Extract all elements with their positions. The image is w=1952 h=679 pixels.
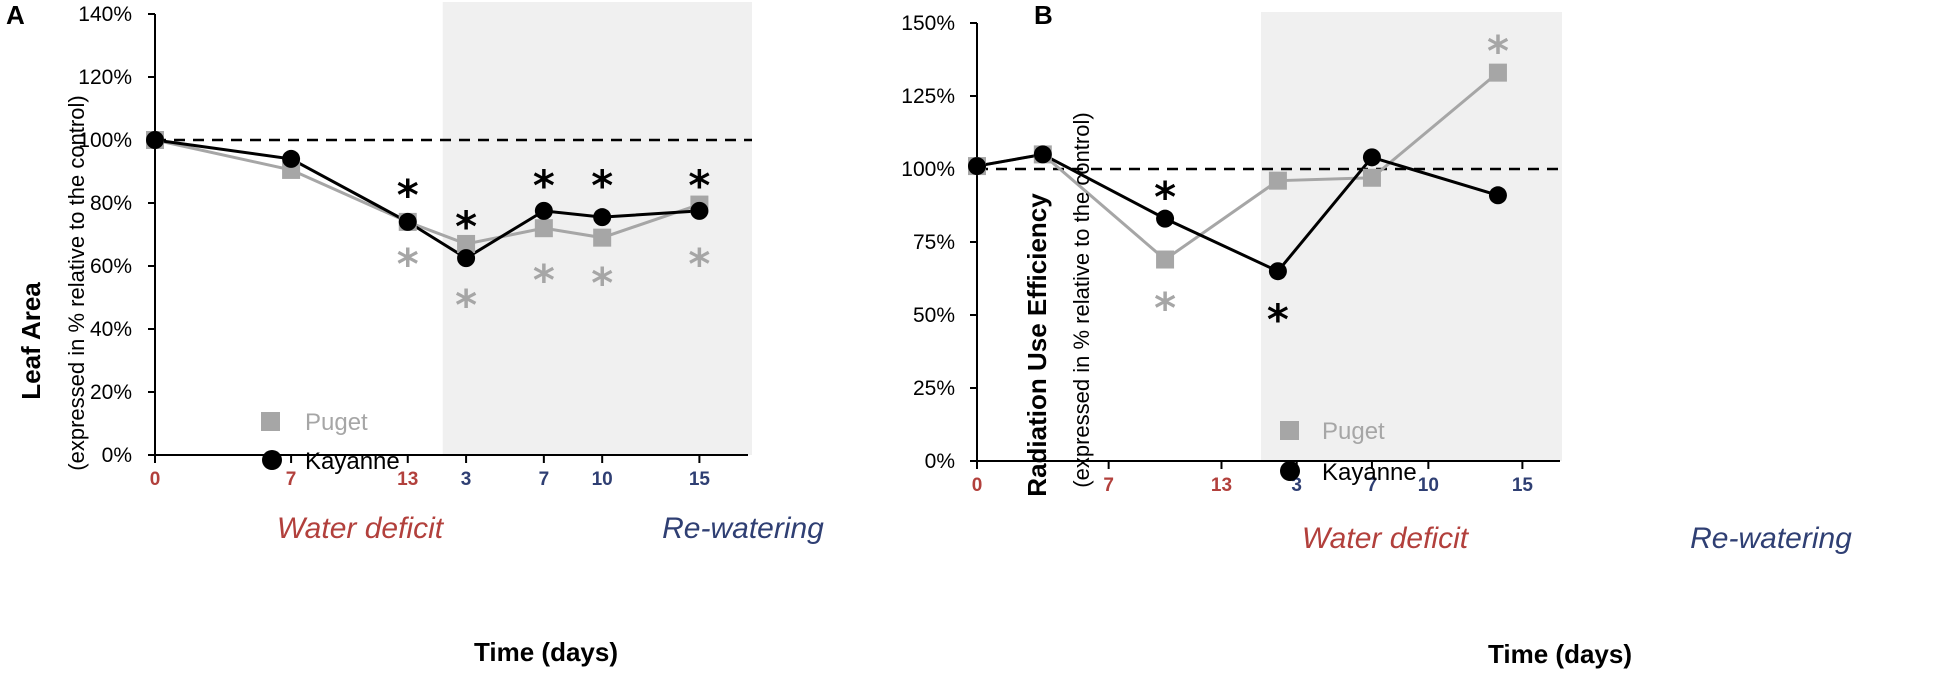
data-point-puget <box>593 228 612 247</box>
data-point-kayanne <box>593 208 612 227</box>
data-point-kayanne <box>1033 145 1052 164</box>
significance-star-puget: * <box>533 255 555 304</box>
significance-star-kayanne: * <box>533 161 555 210</box>
panel-b-y-axis-title: Radiation Use Efficiency <box>1022 193 1052 497</box>
x-tick-label: 10 <box>592 469 613 490</box>
legend-puget-marker <box>1280 421 1299 440</box>
data-point-kayanne <box>457 249 476 268</box>
x-tick-label: 0 <box>150 469 161 490</box>
significance-star-kayanne: * <box>1154 172 1176 221</box>
significance-star-kayanne: * <box>688 161 710 210</box>
y-tick-label: 140% <box>78 3 132 26</box>
legend-puget-marker <box>261 412 280 431</box>
y-tick-label: 40% <box>90 318 132 341</box>
rewatering-shaded-region <box>442 2 752 455</box>
data-point-kayanne <box>146 131 164 149</box>
data-point-kayanne <box>1362 148 1381 167</box>
significance-star-kayanne: * <box>591 161 613 210</box>
panel-a-water-deficit-label: Water deficit <box>277 512 445 545</box>
x-tick-label: 7 <box>539 469 550 490</box>
significance-star-puget: * <box>1487 26 1509 75</box>
data-point-kayanne <box>1156 209 1175 228</box>
significance-star-puget: * <box>591 258 613 307</box>
y-tick-label: 75% <box>913 231 955 254</box>
y-tick-label: 50% <box>913 304 955 327</box>
significance-star-kayanne: * <box>397 170 419 219</box>
series-line-kayanne <box>976 152 1499 274</box>
significance-star-puget: * <box>688 240 710 289</box>
rewatering-shaded-region <box>1260 12 1562 461</box>
y-tick-label: 60% <box>90 255 132 278</box>
data-point-kayanne <box>968 157 986 176</box>
legend-puget-label: Puget <box>305 409 368 436</box>
data-point-puget <box>1488 63 1507 82</box>
legend-puget-label: Puget <box>1322 418 1385 445</box>
x-tick-label: 3 <box>461 469 472 490</box>
data-point-puget <box>1268 171 1287 190</box>
data-point-kayanne <box>1488 186 1507 205</box>
significance-star-puget: * <box>455 281 477 330</box>
panel-b: B 0% 25% 50% 75% 100% 125% 150% 0 7 13 3 7 10 15 * * *… <box>901 0 1852 669</box>
y-tick-label: 80% <box>90 192 132 215</box>
x-tick-label: 13 <box>397 469 418 490</box>
y-tick-label: 25% <box>913 377 955 400</box>
data-point-kayanne <box>534 201 553 220</box>
panel-a-x-axis-title: Time (days) <box>474 637 618 667</box>
data-point-puget <box>457 234 476 253</box>
data-point-puget <box>534 219 553 238</box>
y-tick-label: 20% <box>90 381 132 404</box>
y-tick-label: 125% <box>901 85 955 108</box>
data-point-kayanne <box>282 149 301 168</box>
panel-a-letter: A <box>6 0 25 30</box>
x-tick-label: 7 <box>1367 475 1378 496</box>
significance-star-kayanne: * <box>1267 295 1289 344</box>
panel-b-letter: B <box>1034 0 1053 30</box>
y-tick-label: 100% <box>78 129 132 152</box>
y-tick-label: 0% <box>925 450 955 473</box>
data-point-kayanne <box>398 212 417 231</box>
data-point-kayanne <box>690 201 709 220</box>
data-point-puget <box>1156 250 1175 269</box>
data-point-kayanne <box>1268 262 1287 281</box>
panel-b-legend: Puget Kayanne <box>1280 418 1417 486</box>
panel-b-y-axis-subtitle: (expressed in % relative to the control) <box>1069 112 1094 487</box>
y-tick-label: 0% <box>102 444 132 467</box>
x-tick-label: 10 <box>1418 475 1439 496</box>
y-tick-label: 120% <box>78 66 132 89</box>
data-point-puget <box>1362 168 1381 187</box>
legend-kayanne-marker <box>262 450 282 470</box>
legend-kayanne-label: Kayanne <box>1322 459 1417 486</box>
x-tick-label: 13 <box>1211 475 1232 496</box>
x-tick-label: 7 <box>286 469 297 490</box>
x-tick-label: 15 <box>689 469 711 490</box>
panel-a-y-axis-subtitle: (expressed in % relative to the control) <box>64 95 89 470</box>
panel-a-y-axis-title: Leaf Area <box>16 282 46 400</box>
x-tick-label: 3 <box>1291 475 1302 496</box>
y-tick-label: 150% <box>901 12 955 35</box>
panel-b-water-deficit-label: Water deficit <box>1302 522 1470 555</box>
panel-b-x-axis-title: Time (days) <box>1488 639 1632 669</box>
x-tick-label: 7 <box>1103 475 1114 496</box>
panel-a: A 0%20%40%60%80%100%120%140% 0 7 13 3 7 10 15 … <box>6 0 824 667</box>
panel-a-rewatering-label: Re-watering <box>662 512 824 545</box>
panel-b-rewatering-label: Re-watering <box>1690 522 1852 555</box>
legend-kayanne-label: Kayanne <box>305 448 400 475</box>
significance-star-puget: * <box>397 240 419 289</box>
legend-kayanne-marker <box>1280 461 1300 481</box>
x-tick-label: 0 <box>972 475 983 496</box>
x-tick-label: 15 <box>1512 475 1534 496</box>
significance-star-kayanne: * <box>455 202 477 251</box>
panel-a-legend: Puget Kayanne <box>261 409 400 475</box>
significance-star-puget: * <box>1154 283 1176 332</box>
y-tick-label: 100% <box>901 158 955 181</box>
